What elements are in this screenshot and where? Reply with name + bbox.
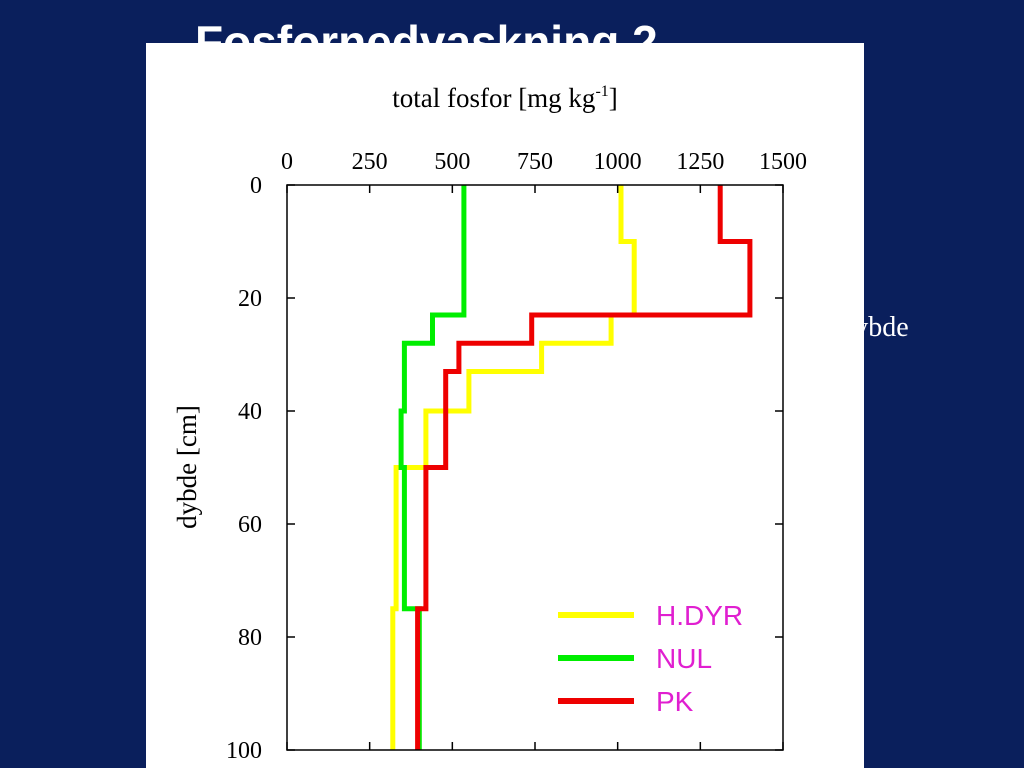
series-line-nul	[398, 185, 467, 750]
x-tick-label: 750	[517, 149, 553, 175]
legend-label-h-dyr: H.DYR	[656, 600, 743, 631]
y-tick-label: 60	[238, 512, 262, 538]
x-tick-label: 1500	[759, 149, 807, 175]
series-line-pk	[415, 185, 753, 750]
y-ticks-layer: 0 20 40 60 80 100	[226, 173, 783, 764]
y-tick-label: 100	[226, 738, 262, 764]
x-axis-title: total fosfor [mg kg-1]	[146, 83, 864, 114]
chart-panel: total fosfor [mg kg-1] 0 250 500 750 1000 125…	[146, 43, 864, 768]
x-tick-label: 500	[434, 149, 470, 175]
y-tick-label: 40	[238, 399, 262, 425]
legend: H.DYR NUL PK	[558, 600, 743, 717]
x-tick-label: 0	[281, 149, 293, 175]
series-layer	[390, 185, 753, 750]
series-line-h-dyr	[390, 185, 637, 750]
x-axis-title-main: total fosfor [mg kg	[392, 83, 596, 113]
chart-svg: 0 250 500 750 1000 1250 1500 0 20 40 60 80 100 dybd…	[172, 149, 807, 764]
x-ticks-layer: 0 250 500 750 1000 1250 1500	[281, 149, 807, 750]
x-tick-label: 1250	[676, 149, 724, 175]
y-tick-label: 0	[250, 173, 262, 199]
x-axis-title-exponent: -1	[595, 83, 609, 100]
x-tick-label: 250	[352, 149, 388, 175]
legend-label-nul: NUL	[656, 643, 712, 674]
y-tick-label: 20	[238, 286, 262, 312]
y-tick-label: 80	[238, 625, 262, 651]
legend-label-pk: PK	[656, 686, 694, 717]
y-axis-label: dybde [cm]	[172, 405, 202, 529]
x-axis-title-end: ]	[608, 83, 618, 113]
x-tick-label: 1000	[594, 149, 642, 175]
